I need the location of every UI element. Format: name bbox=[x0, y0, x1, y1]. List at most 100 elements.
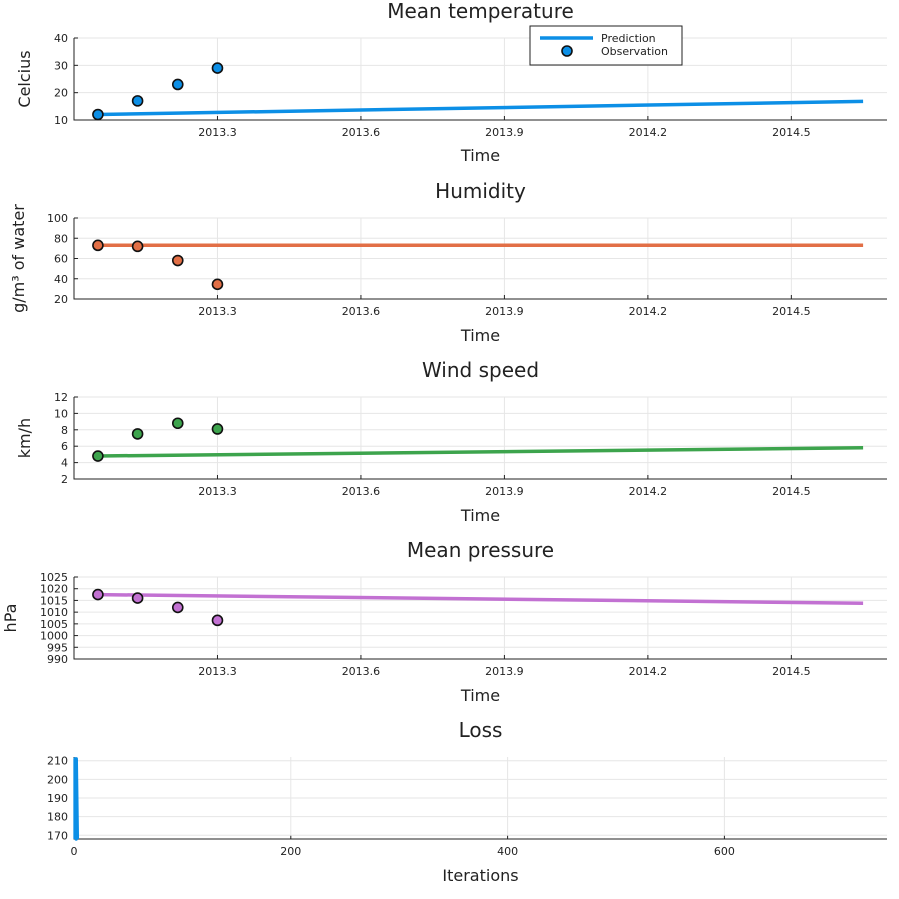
y-tick-label: 200 bbox=[47, 773, 68, 786]
y-tick-label: 40 bbox=[54, 273, 68, 286]
y-tick-label: 190 bbox=[47, 792, 68, 805]
y-axis-label: hPa bbox=[1, 604, 20, 633]
x-tick-label: 2014.5 bbox=[772, 305, 811, 318]
series-line-loss bbox=[73, 757, 80, 841]
y-tick-label: 8 bbox=[61, 424, 68, 437]
chart-title: Mean pressure bbox=[407, 538, 554, 562]
series-line-prediction bbox=[97, 592, 864, 605]
x-tick-label: 2013.6 bbox=[342, 126, 381, 139]
legend-box bbox=[529, 25, 683, 66]
observation-point bbox=[171, 601, 184, 614]
y-tick-label: 1025 bbox=[40, 571, 68, 584]
x-tick-label: 2013.3 bbox=[198, 665, 237, 678]
x-tick-label: 2014.2 bbox=[629, 665, 668, 678]
x-axis-label: Time bbox=[460, 326, 500, 345]
x-tick-label: 2013.3 bbox=[198, 126, 237, 139]
y-tick-label: 210 bbox=[47, 755, 68, 768]
observation-point bbox=[211, 278, 224, 291]
y-tick-label: 20 bbox=[54, 293, 68, 306]
legend-entry: Observation bbox=[601, 45, 668, 58]
axes-frame bbox=[73, 577, 887, 660]
y-axis-label: km/h bbox=[15, 418, 34, 458]
y-tick-label: 990 bbox=[47, 653, 68, 666]
observation-point bbox=[92, 108, 104, 121]
x-tick-label: 600 bbox=[714, 845, 735, 858]
x-tick-label: 2013.9 bbox=[485, 305, 524, 318]
y-tick-label: 2 bbox=[61, 473, 68, 486]
series-line-prediction bbox=[97, 446, 864, 458]
observation-point bbox=[171, 78, 184, 91]
series-line-prediction bbox=[97, 99, 864, 117]
x-tick-label: 2013.6 bbox=[342, 665, 381, 678]
chart-title: Wind speed bbox=[422, 358, 539, 382]
x-tick-label: 2013.9 bbox=[485, 126, 524, 139]
x-tick-label: 200 bbox=[280, 845, 301, 858]
y-tick-label: 1000 bbox=[40, 630, 68, 643]
x-tick-label: 2013.3 bbox=[198, 485, 237, 498]
y-tick-label: 20 bbox=[54, 87, 68, 100]
observation-point bbox=[211, 62, 224, 74]
observation-point bbox=[92, 588, 104, 601]
x-axis-label: Time bbox=[460, 146, 500, 165]
y-tick-label: 1005 bbox=[40, 618, 68, 631]
observation-point bbox=[131, 95, 144, 107]
panel-4: 0 200 400 600 170 180 190 200 210 Loss Iterations bbox=[47, 718, 887, 885]
chart-title: Humidity bbox=[435, 179, 526, 203]
y-tick-label: 6 bbox=[61, 440, 68, 453]
chart-title: Loss bbox=[459, 718, 503, 742]
observation-point bbox=[131, 240, 144, 253]
y-tick-label: 30 bbox=[54, 59, 68, 72]
panel-0: 2013.3 2013.6 2013.9 2014.2 2014.5 10 20 30 40 Me… bbox=[15, 0, 887, 165]
y-tick-label: 180 bbox=[47, 811, 68, 824]
observation-point bbox=[171, 254, 184, 267]
x-axis-label: Time bbox=[460, 686, 500, 705]
chart-title: Mean temperature bbox=[387, 0, 574, 23]
x-tick-label: 400 bbox=[497, 845, 518, 858]
legend-entry: Prediction bbox=[601, 32, 656, 45]
x-tick-label: 2014.5 bbox=[772, 485, 811, 498]
panel-2: 2013.3 2013.6 2013.9 2014.2 2014.5 2 4 6 8 10 12 Wi… bbox=[15, 358, 887, 525]
x-tick-label: 0 bbox=[71, 845, 78, 858]
y-tick-label: 4 bbox=[61, 457, 68, 470]
y-tick-label: 12 bbox=[54, 391, 68, 404]
axes-frame bbox=[73, 38, 887, 121]
y-axis-label: g/m³ of water bbox=[9, 204, 28, 313]
y-tick-label: 1015 bbox=[40, 594, 68, 607]
y-tick-label: 995 bbox=[47, 641, 68, 654]
x-tick-label: 2013.9 bbox=[485, 485, 524, 498]
x-tick-label: 2013.3 bbox=[198, 305, 237, 318]
x-axis-label: Iterations bbox=[442, 866, 518, 885]
y-tick-label: 40 bbox=[54, 32, 68, 45]
x-tick-label: 2014.5 bbox=[772, 126, 811, 139]
y-tick-label: 170 bbox=[47, 829, 68, 842]
observation-point bbox=[211, 423, 224, 435]
x-axis-label: Time bbox=[460, 506, 500, 525]
observation-point bbox=[131, 592, 144, 604]
observation-point bbox=[92, 450, 104, 462]
x-tick-label: 2014.2 bbox=[629, 485, 668, 498]
x-tick-label: 2014.5 bbox=[772, 665, 811, 678]
legend-marker-swatch bbox=[561, 45, 573, 57]
panel-1: 2013.3 2013.6 2013.9 2014.2 2014.5 20 40 60 80 10… bbox=[9, 179, 887, 345]
x-tick-label: 2013.6 bbox=[342, 305, 381, 318]
observation-point bbox=[171, 417, 184, 430]
y-tick-label: 60 bbox=[54, 253, 68, 266]
y-tick-label: 1020 bbox=[40, 583, 68, 596]
x-tick-label: 2014.2 bbox=[629, 305, 668, 318]
y-tick-label: 100 bbox=[47, 212, 68, 225]
y-tick-label: 10 bbox=[54, 114, 68, 127]
axes-frame bbox=[73, 397, 887, 480]
x-tick-label: 2014.2 bbox=[629, 126, 668, 139]
axes-frame bbox=[73, 218, 887, 300]
observation-point bbox=[211, 614, 224, 627]
panel-3: 2013.3 2013.6 2013.9 2014.2 2014.5 9909951000… bbox=[1, 538, 887, 705]
y-tick-label: 1010 bbox=[40, 606, 68, 619]
observation-point bbox=[92, 239, 104, 252]
observation-point bbox=[131, 428, 144, 440]
x-tick-label: 2013.9 bbox=[485, 665, 524, 678]
x-tick-label: 2013.6 bbox=[342, 485, 381, 498]
y-tick-label: 10 bbox=[54, 407, 68, 420]
y-tick-label: 80 bbox=[54, 232, 68, 245]
